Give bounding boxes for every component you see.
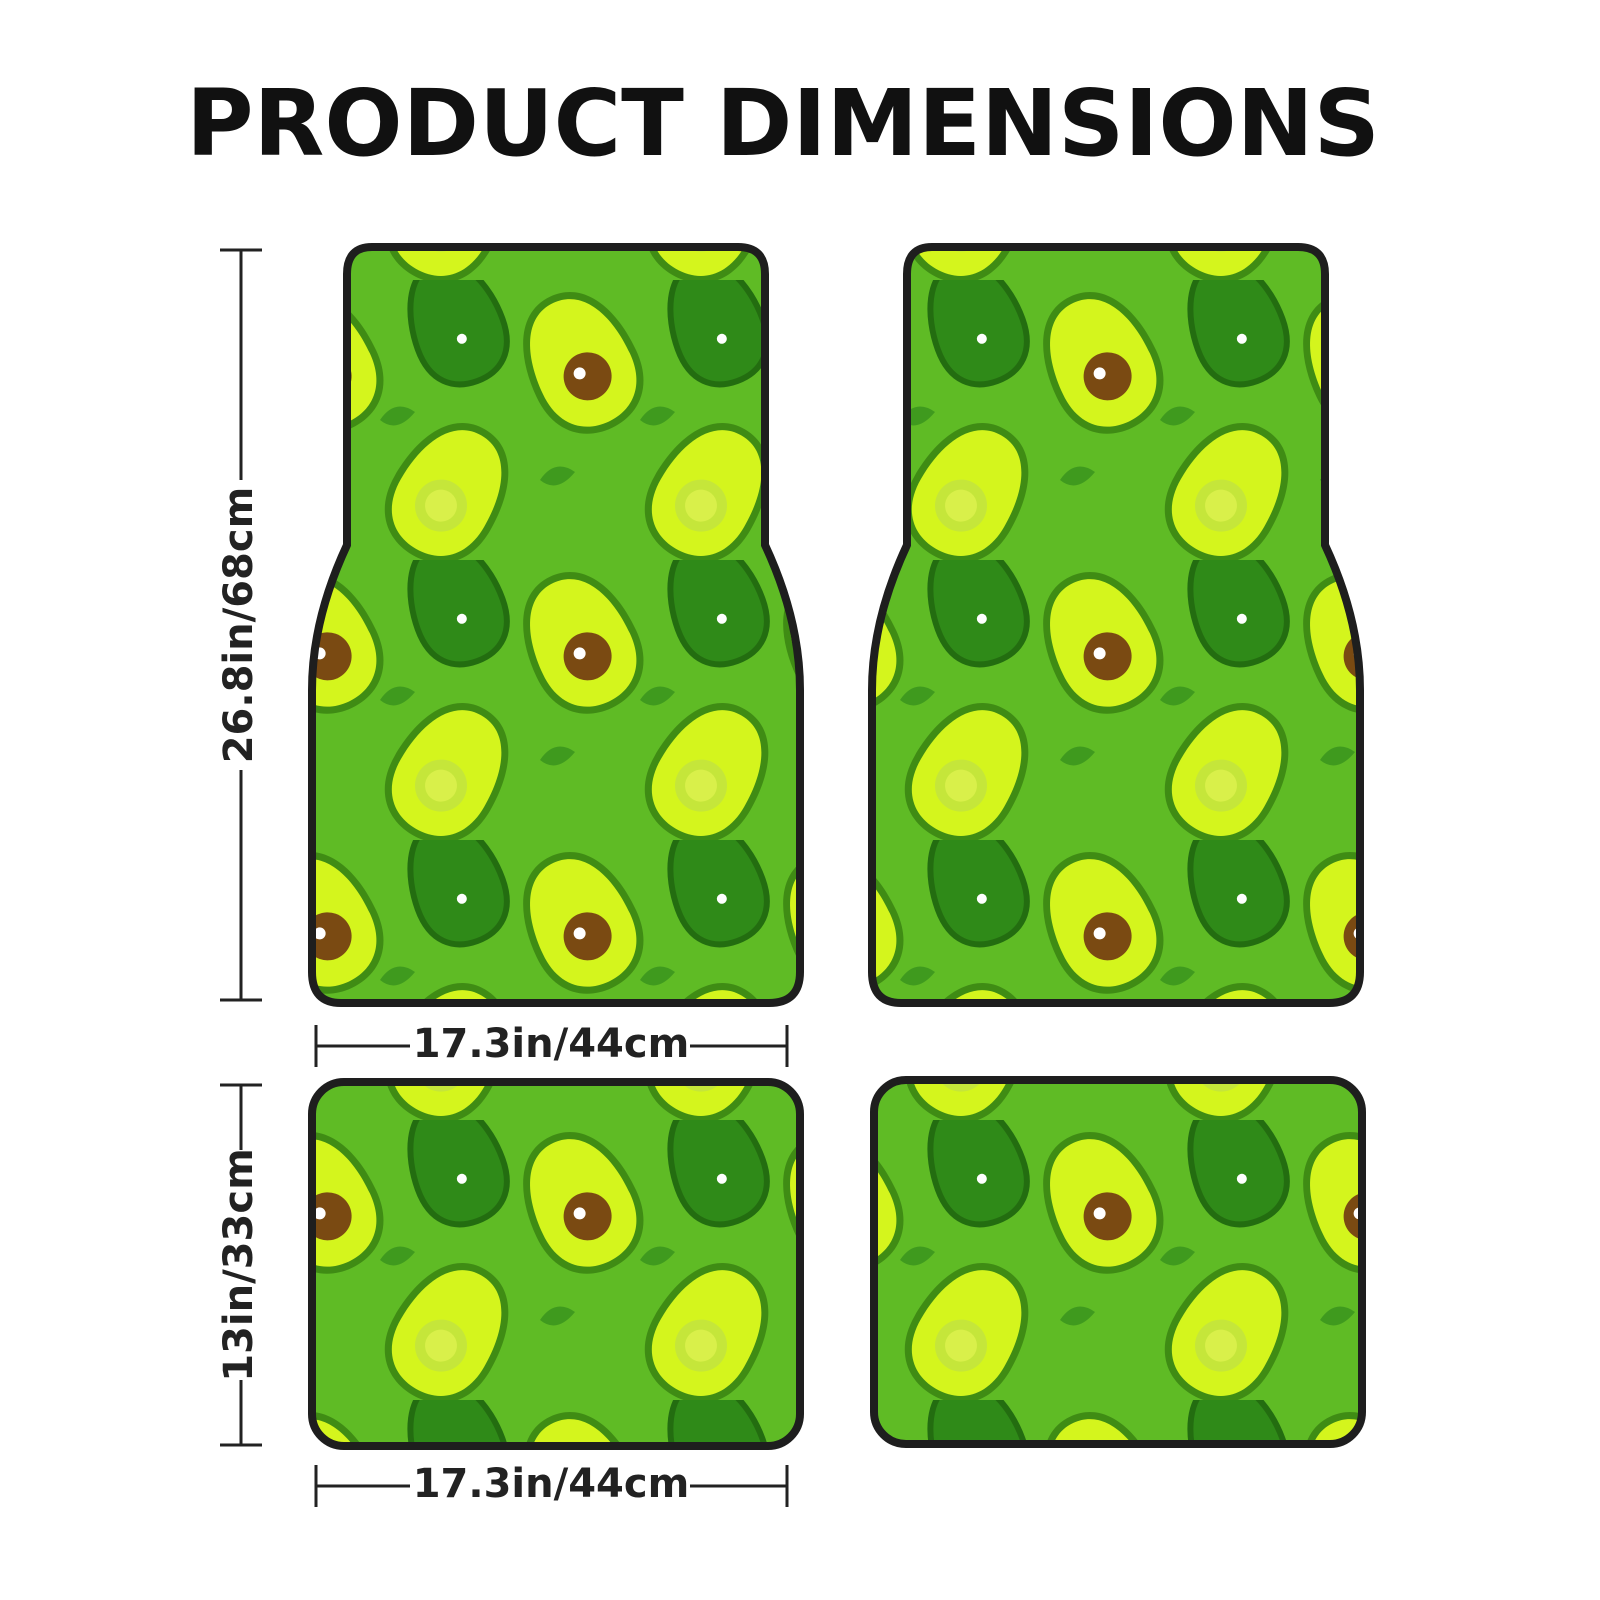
front-height-label: 26.8in/68cm [216, 487, 262, 764]
front-height-dimension: 26.8in/68cm [216, 248, 262, 1002]
front-left-mat [308, 243, 804, 1007]
rear-height-dimension: 13in/33cm [216, 1083, 262, 1447]
front-width-dimension: 17.3in/44cm [314, 1021, 789, 1067]
rear-width-dimension: 17.3in/44cm [314, 1461, 789, 1507]
rear-left-mat [308, 1078, 804, 1450]
front-width-label: 17.3in/44cm [413, 1021, 690, 1067]
rear-width-label: 17.3in/44cm [413, 1461, 690, 1507]
rear-height-label: 13in/33cm [216, 1148, 262, 1382]
title: PRODUCT DIMENSIONS [186, 70, 1380, 177]
front-right-mat [868, 243, 1364, 1007]
rear-right-mat [870, 1076, 1366, 1448]
